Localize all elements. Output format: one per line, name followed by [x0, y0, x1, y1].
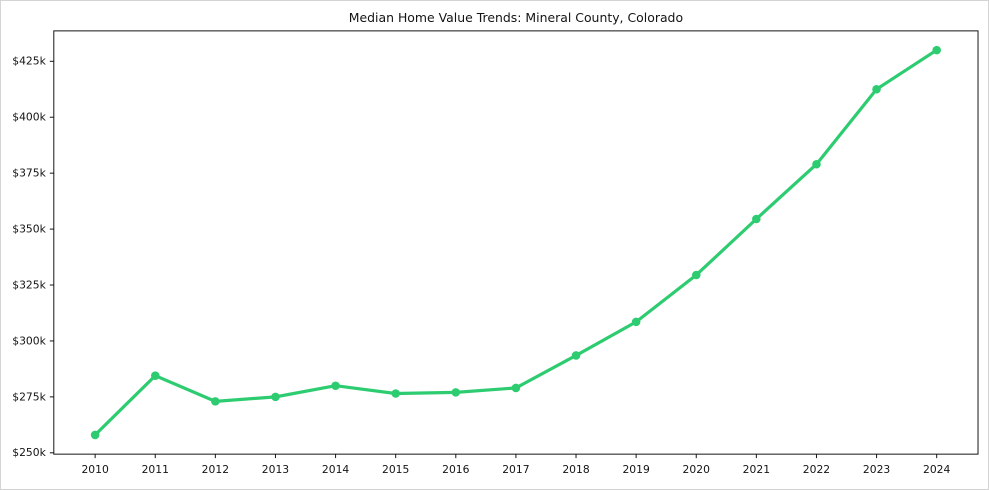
x-tick-label: 2018: [562, 463, 590, 476]
y-tick-label: $425k: [12, 55, 46, 68]
x-tick-label: 2017: [502, 463, 529, 476]
x-tick-label: 2022: [803, 463, 830, 476]
y-tick-label: $325k: [12, 278, 46, 291]
data-point-2011: [151, 371, 160, 380]
data-point-2021: [752, 214, 761, 224]
x-tick-label: 2015: [382, 463, 409, 476]
y-tick-label: $375k: [12, 167, 46, 180]
x-tick-label: 2012: [202, 463, 229, 476]
data-point-2015: [391, 389, 400, 398]
chart-title: Median Home Value Trends: Mineral County…: [349, 10, 683, 25]
data-point-2022: [812, 159, 821, 169]
y-axis: $250k $275k $300k $325k $350k $375k $400k $425k: [12, 55, 54, 459]
x-axis: 2010 2011 2012 2013 2014 2015 2016 2017 2018 2019…: [81, 454, 951, 476]
x-tick-label: 2010: [81, 463, 109, 476]
data-point-2018: [571, 351, 581, 360]
x-tick-label: 2019: [622, 463, 650, 476]
x-tick-label: 2013: [262, 463, 289, 476]
data-point-2019: [631, 317, 641, 327]
x-tick-label: 2021: [743, 463, 770, 476]
x-tick-label: 2023: [863, 463, 890, 476]
data-point-2017: [511, 383, 521, 393]
data-point-2010: [90, 430, 100, 440]
x-tick-label: 2020: [683, 463, 711, 476]
x-tick-label: 2011: [142, 463, 169, 476]
y-tick-label: $275k: [12, 390, 46, 403]
x-tick-label: 2016: [442, 463, 470, 476]
y-tick-label: $350k: [12, 223, 46, 236]
data-point-2014: [331, 381, 340, 391]
x-tick-label: 2014: [322, 463, 350, 476]
data-point-2016: [451, 388, 461, 397]
y-tick-label: $400k: [12, 111, 46, 124]
data-point-2020: [691, 270, 701, 280]
series-line: [93, 48, 939, 437]
y-tick-label: $300k: [12, 334, 46, 347]
x-tick-label: 2024: [923, 463, 951, 476]
line-series: [90, 45, 941, 440]
data-point-2024: [932, 45, 941, 55]
y-tick-label: $250k: [12, 446, 46, 459]
data-point-2013: [271, 392, 280, 402]
data-point-2023: [872, 84, 881, 94]
data-point-2012: [211, 397, 220, 406]
